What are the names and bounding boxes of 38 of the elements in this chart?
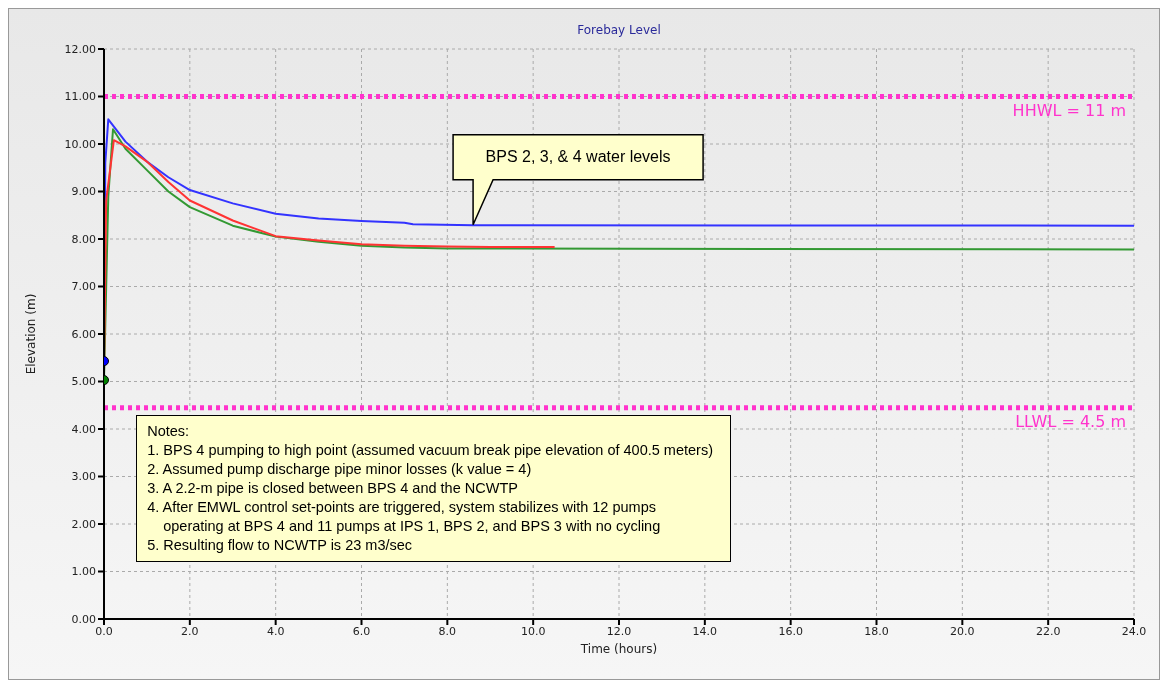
annotation: 1. BPS 4 pumping to high point (assumed vacuum break pipe elevation of 400.5 meters): [147, 440, 714, 460]
chart-title: Forebay Level: [576, 23, 662, 37]
annotation: 3. A 2.2-m pipe is closed between BPS 4 and the NCWTP: [147, 478, 519, 498]
x-tick-label: 18.0: [864, 624, 889, 638]
annotation: 5. Resulting flow to NCWTP is 23 m3/sec: [147, 535, 414, 555]
y-tick-label: 11.00: [64, 90, 96, 104]
x-tick-label: 22.0: [1035, 624, 1061, 638]
x-tick-label: 2.0: [181, 624, 199, 638]
x-tick-label: 20.0: [950, 624, 975, 638]
ref-line-label: HHWL = 11 m: [1012, 100, 1126, 120]
x-tick-label: 0.0: [95, 624, 113, 638]
y-tick-label: 1.00: [71, 565, 96, 579]
y-tick-label: 0.00: [71, 612, 96, 626]
annotation: 2. Assumed pump discharge pipe minor losses (k value = 4): [147, 459, 533, 479]
x-tick-label: 10.0: [520, 624, 546, 638]
y-tick-label: 7.00: [71, 280, 96, 294]
annotation: BPS 2, 3, & 4 water levels: [484, 147, 672, 168]
y-tick-label: 2.00: [71, 517, 96, 531]
y-tick-label: 9.00: [71, 185, 96, 199]
y-axis-title: Elevation (m): [24, 293, 39, 375]
y-tick-label: 6.00: [71, 327, 96, 341]
x-tick-label: 16.0: [778, 624, 803, 638]
x-tick-label: 6.0: [352, 624, 371, 638]
x-tick-label: 24.0: [1121, 624, 1147, 638]
y-tick-label: 10.00: [64, 137, 96, 151]
annotation: Notes:: [147, 421, 191, 441]
y-tick-label: 3.00: [71, 470, 96, 484]
y-tick-label: 12.00: [64, 42, 96, 56]
y-tick-label: 4.00: [71, 422, 96, 436]
y-tick-label: 8.00: [71, 232, 96, 246]
x-axis-title: Time (hours): [579, 642, 658, 656]
ref-line-label: LLWL = 4.5 m: [1015, 411, 1126, 431]
x-tick-label: 4.0: [266, 624, 285, 638]
annotation: 4. After EMWL control set-points are triggered, system stabilizes with 12 pumps operating at BPS 4 and 11 pumps at IPS 1, BPS 2, and BPS 3 with no cycling: [147, 497, 662, 536]
x-tick-label: 14.0: [692, 624, 718, 638]
y-tick-label: 5.00: [71, 375, 96, 389]
x-tick-label: 8.0: [438, 624, 457, 638]
x-tick-label: 12.0: [606, 624, 632, 638]
